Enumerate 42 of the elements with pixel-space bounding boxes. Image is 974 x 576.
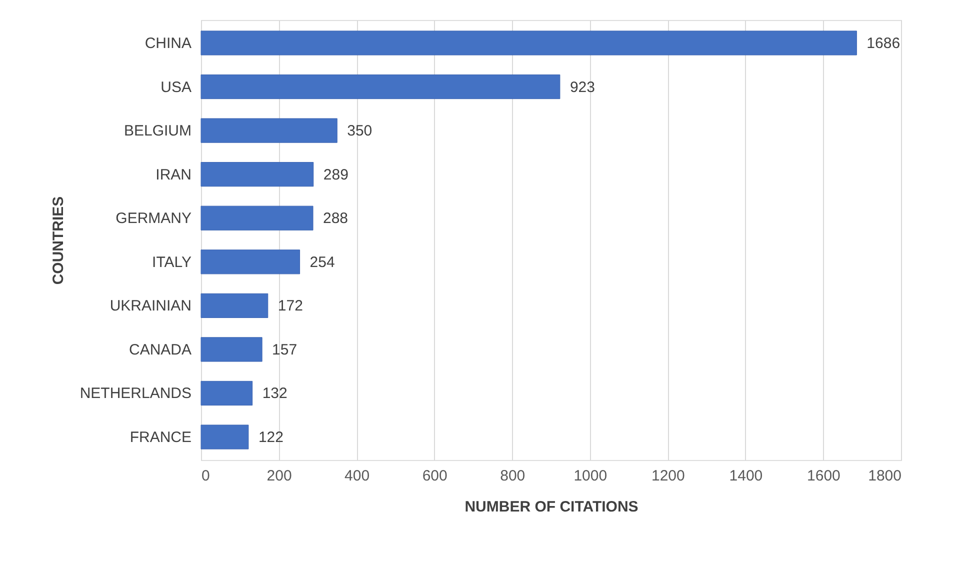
x-tick-label: 0 [202,468,210,484]
y-tick-label: GERMANY [116,210,192,228]
data-label: 350 [347,122,372,140]
bar [200,250,300,274]
y-tick-label: CANADA [128,341,192,358]
y-tick-label: UKRAINIAN [110,298,192,315]
bar [200,337,262,362]
data-label: 132 [262,385,288,402]
x-tick-label: 1400 [729,468,763,484]
data-label: 289 [323,166,348,184]
bar [200,293,268,318]
y-tick-label: NETHERLANDS [80,385,192,402]
y-tick-label: USA [160,78,192,96]
data-label: 288 [323,210,348,228]
y-tick-label: CHINA [144,34,192,52]
bar [200,30,857,56]
data-label: 172 [278,298,303,315]
y-tick-label: ITALY [152,254,192,271]
data-label: 122 [258,429,284,446]
y-tick-label: FRANCE [130,429,192,446]
bar [200,206,314,230]
bar [200,380,253,406]
bar [200,74,560,100]
bar [200,424,249,450]
x-tick-label: 400 [344,468,370,484]
x-axis-title: NUMBER OF CITATIONS [464,498,638,516]
y-tick-label: BELGIUM [124,122,192,140]
y-axis-title: COUNTRIES [50,196,67,285]
data-label: 923 [570,78,595,96]
x-tick-label: 600 [422,468,448,484]
x-tick-label: 1600 [807,468,840,484]
y-tick-label: IRAN [156,166,192,184]
data-label: 1686 [866,34,900,52]
x-tick-label: 1000 [574,468,608,484]
x-tick-label: 200 [266,468,292,484]
data-label: 254 [310,254,335,271]
bar [200,162,314,187]
bar [200,118,338,143]
x-tick-label: 1800 [868,468,902,484]
x-tick-label: 800 [500,468,526,484]
data-label: 157 [272,341,298,358]
x-tick-label: 1200 [651,468,685,484]
